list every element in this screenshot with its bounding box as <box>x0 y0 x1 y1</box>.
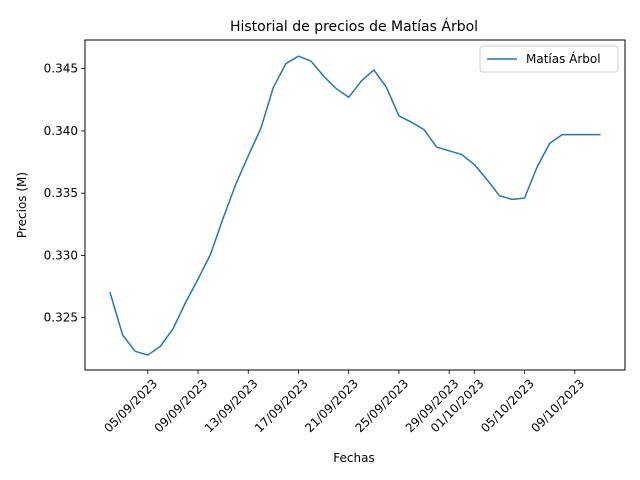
y-axis-ticks: 0.325 0.330 0.335 0.340 0.345 <box>44 62 85 325</box>
y-tick-label: 0.330 <box>44 248 78 262</box>
y-tick-label: 0.325 <box>44 311 78 325</box>
y-tick-label: 0.345 <box>44 62 78 76</box>
y-tick-label: 0.340 <box>44 124 78 138</box>
legend-label: Matías Árbol <box>526 51 601 66</box>
series-line-0 <box>109 55 601 356</box>
plot-frame <box>84 39 626 371</box>
chart-title: Historial de precios de Matías Árbol <box>230 18 478 35</box>
y-axis-title: Precios (M) <box>15 172 29 238</box>
plot-area <box>84 39 626 371</box>
y-tick-label: 0.335 <box>44 186 78 200</box>
legend: Matías Árbol <box>479 45 619 73</box>
legend-box <box>479 45 619 73</box>
x-axis-title: Fechas <box>333 451 374 465</box>
